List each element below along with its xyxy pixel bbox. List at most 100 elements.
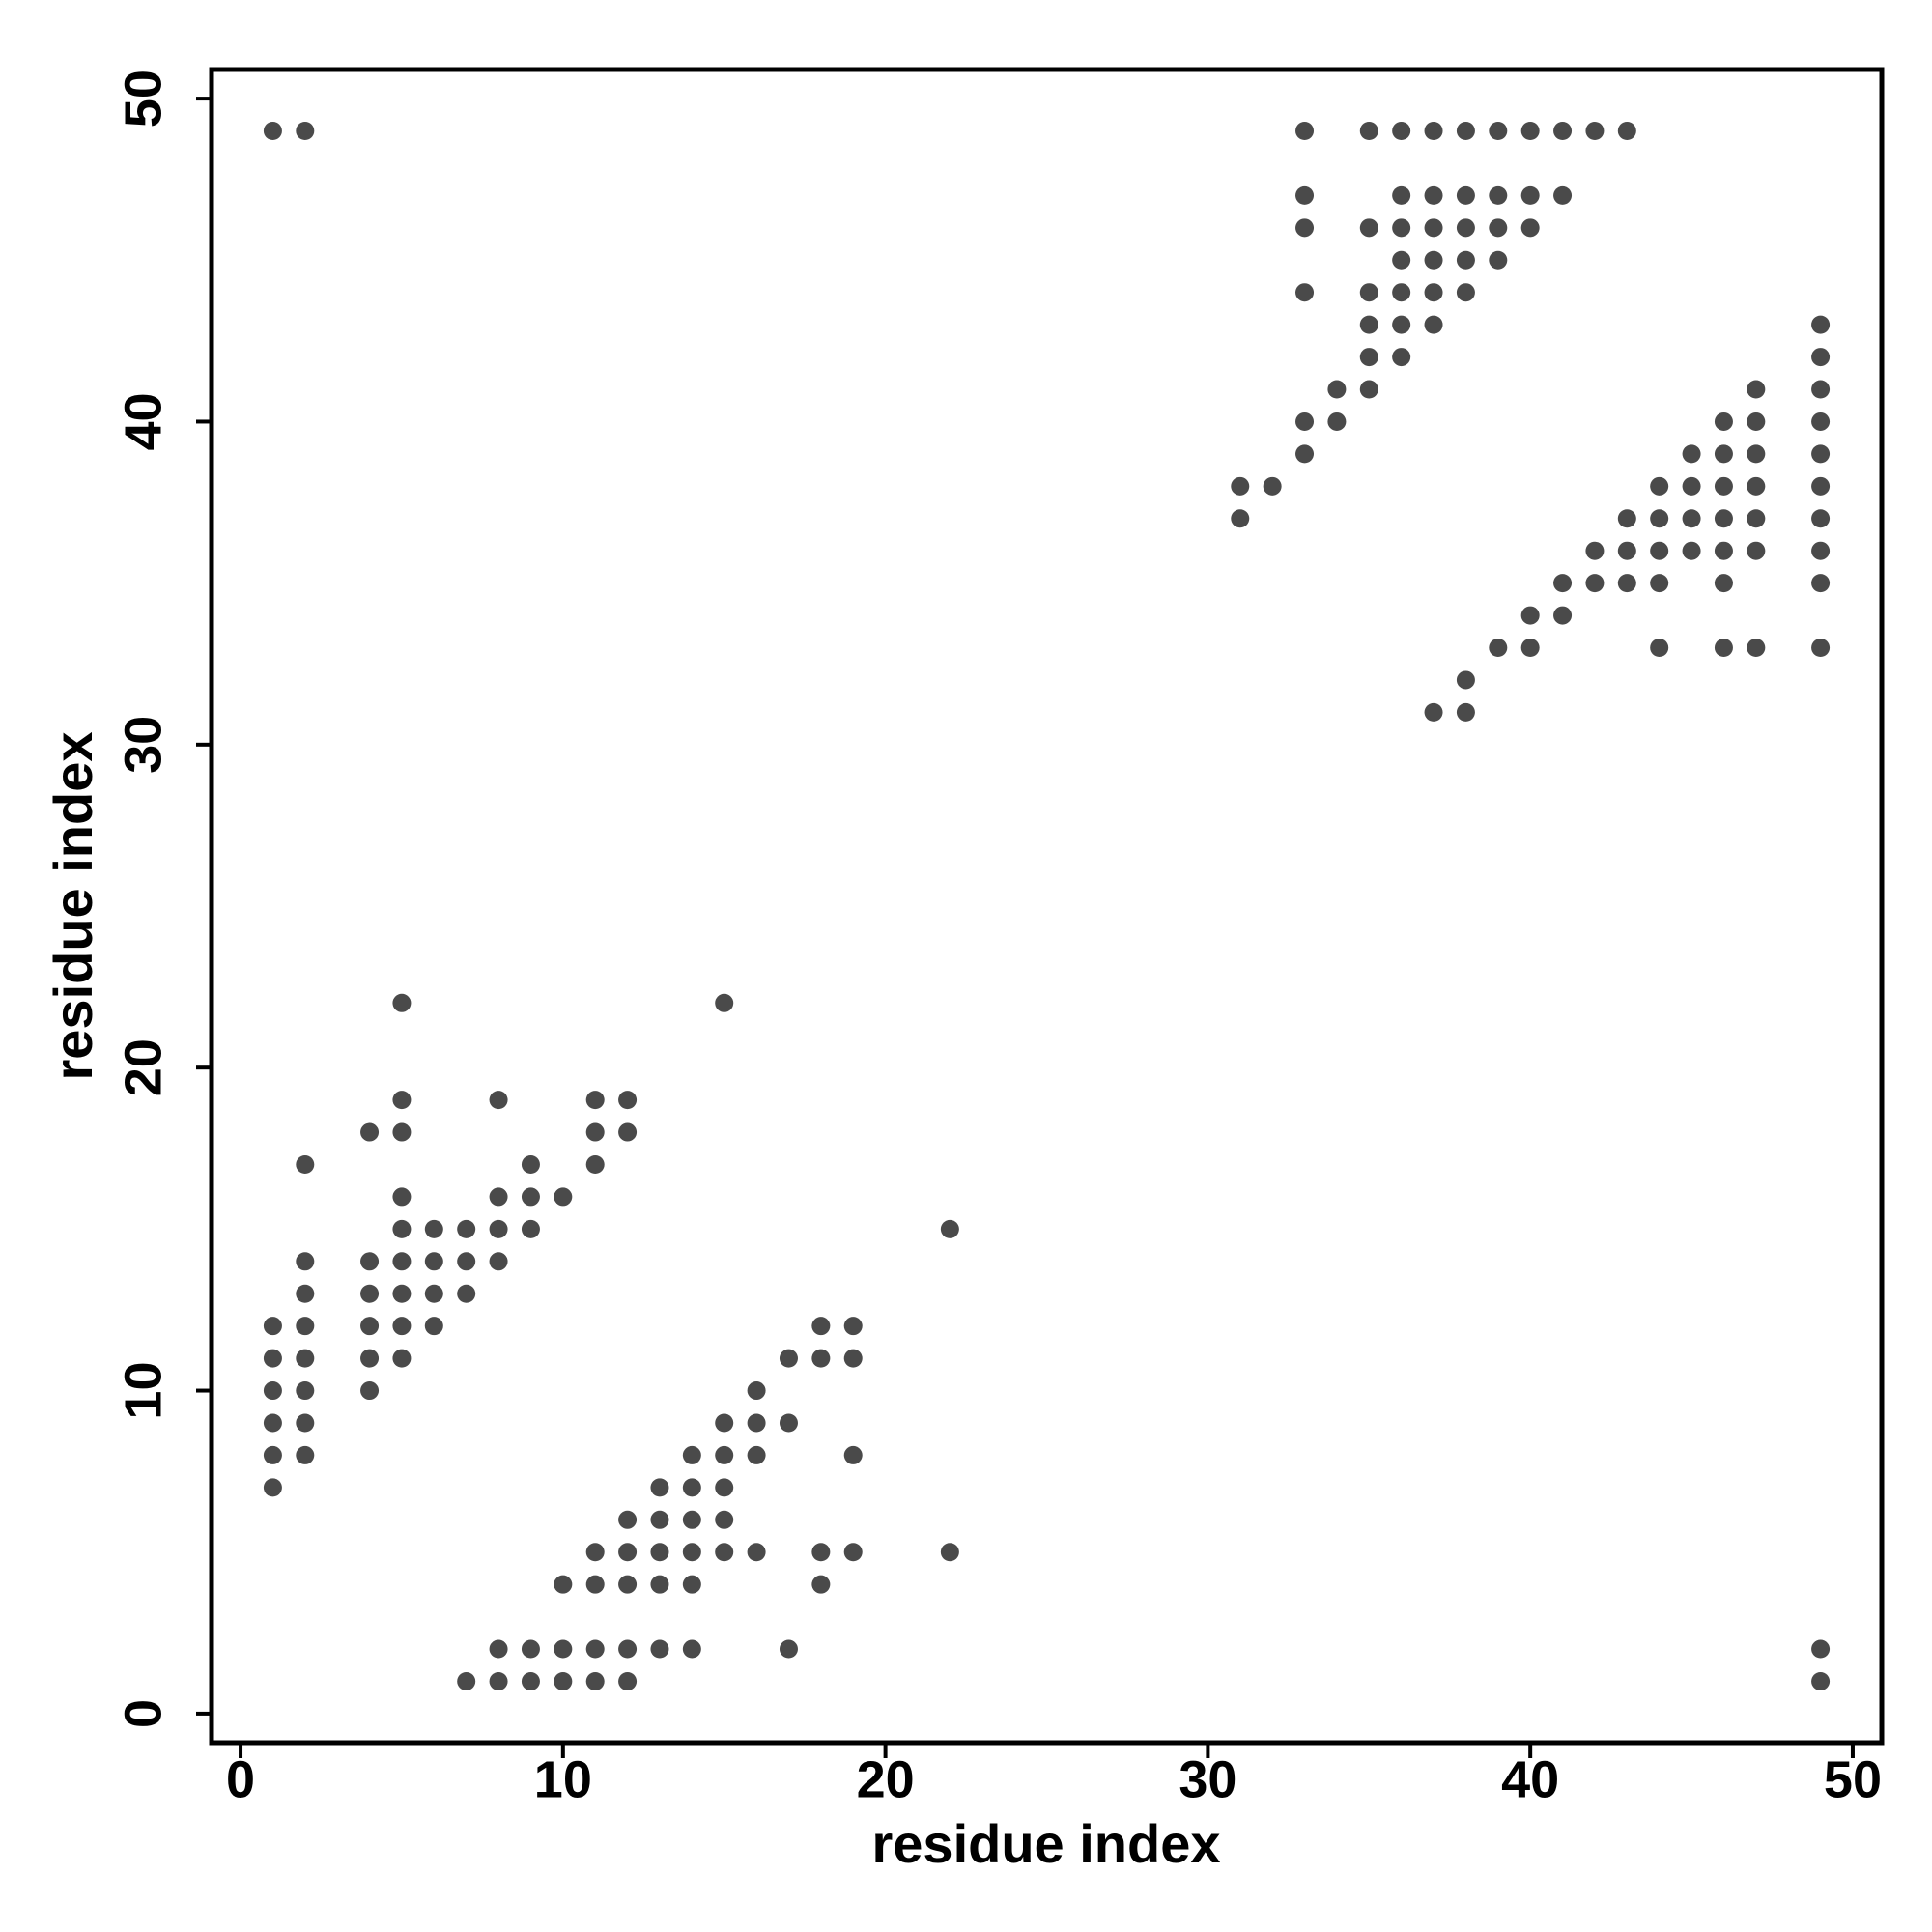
point xyxy=(521,1671,540,1690)
point xyxy=(1617,574,1636,593)
y-tick-label: 10 xyxy=(114,1362,172,1420)
point xyxy=(263,1445,282,1464)
point xyxy=(1424,122,1443,141)
point xyxy=(715,1478,734,1497)
y-tick-label: 40 xyxy=(114,392,172,450)
point xyxy=(1489,218,1508,238)
point xyxy=(1456,283,1475,302)
point xyxy=(811,1349,831,1368)
point xyxy=(585,1154,605,1174)
point xyxy=(1811,412,1831,431)
point xyxy=(1359,122,1378,141)
point xyxy=(1489,185,1508,205)
point xyxy=(650,1543,669,1562)
point xyxy=(360,1122,380,1142)
point xyxy=(1392,283,1411,302)
point xyxy=(1424,283,1443,302)
point xyxy=(747,1445,766,1464)
point xyxy=(1714,541,1733,560)
point xyxy=(360,1349,380,1368)
point xyxy=(585,1639,605,1659)
point xyxy=(296,1284,315,1303)
point xyxy=(1489,639,1508,658)
point xyxy=(1295,444,1315,464)
point xyxy=(1747,509,1766,528)
point xyxy=(1392,315,1411,334)
point xyxy=(360,1317,380,1336)
point xyxy=(1424,185,1443,205)
point xyxy=(360,1284,380,1303)
point xyxy=(1295,185,1315,205)
point xyxy=(360,1252,380,1271)
point xyxy=(424,1317,443,1336)
x-tick-label: 50 xyxy=(1824,1750,1882,1808)
point xyxy=(585,1671,605,1690)
point xyxy=(1811,476,1831,496)
point xyxy=(1714,574,1733,593)
point xyxy=(1617,541,1636,560)
point xyxy=(1456,218,1475,238)
point xyxy=(1650,639,1669,658)
point xyxy=(1327,380,1347,399)
point xyxy=(715,1413,734,1433)
point xyxy=(843,1349,863,1368)
plot-frame xyxy=(209,67,1885,1746)
point xyxy=(1520,639,1540,658)
x-tick-label: 10 xyxy=(534,1750,592,1808)
point xyxy=(585,1543,605,1562)
point xyxy=(489,1219,508,1238)
point xyxy=(1520,606,1540,625)
point xyxy=(457,1219,476,1238)
x-tick-label: 0 xyxy=(226,1750,255,1808)
point xyxy=(585,1575,605,1594)
point xyxy=(521,1154,540,1174)
point xyxy=(1456,122,1475,141)
point xyxy=(1456,702,1475,722)
point xyxy=(489,1639,508,1659)
point xyxy=(1456,185,1475,205)
point xyxy=(457,1284,476,1303)
point xyxy=(263,122,282,141)
point xyxy=(424,1219,443,1238)
point xyxy=(1811,509,1831,528)
point xyxy=(1231,476,1250,496)
point xyxy=(296,122,315,141)
point xyxy=(1424,702,1443,722)
point xyxy=(1682,476,1701,496)
point xyxy=(296,1349,315,1368)
point xyxy=(1392,185,1411,205)
point xyxy=(682,1575,701,1594)
point xyxy=(392,1219,412,1238)
point xyxy=(811,1575,831,1594)
point xyxy=(1811,639,1831,658)
point xyxy=(585,1091,605,1110)
point xyxy=(1682,444,1701,464)
point xyxy=(392,1091,412,1110)
point xyxy=(1392,348,1411,367)
point xyxy=(1811,574,1831,593)
point xyxy=(585,1122,605,1142)
point xyxy=(1553,606,1573,625)
point xyxy=(650,1639,669,1659)
point xyxy=(1359,283,1378,302)
point xyxy=(554,1671,573,1690)
point xyxy=(1359,380,1378,399)
point xyxy=(747,1381,766,1401)
point xyxy=(1327,412,1347,431)
point xyxy=(1682,509,1701,528)
point xyxy=(489,1252,508,1271)
point xyxy=(618,1639,638,1659)
point xyxy=(554,1575,573,1594)
point xyxy=(682,1510,701,1529)
point xyxy=(843,1445,863,1464)
point xyxy=(1553,122,1573,141)
point xyxy=(715,1510,734,1529)
point xyxy=(682,1478,701,1497)
point xyxy=(263,1478,282,1497)
x-axis-title: residue index xyxy=(871,1813,1220,1874)
point xyxy=(811,1543,831,1562)
point xyxy=(296,1252,315,1271)
point xyxy=(779,1639,798,1659)
point xyxy=(1295,412,1315,431)
